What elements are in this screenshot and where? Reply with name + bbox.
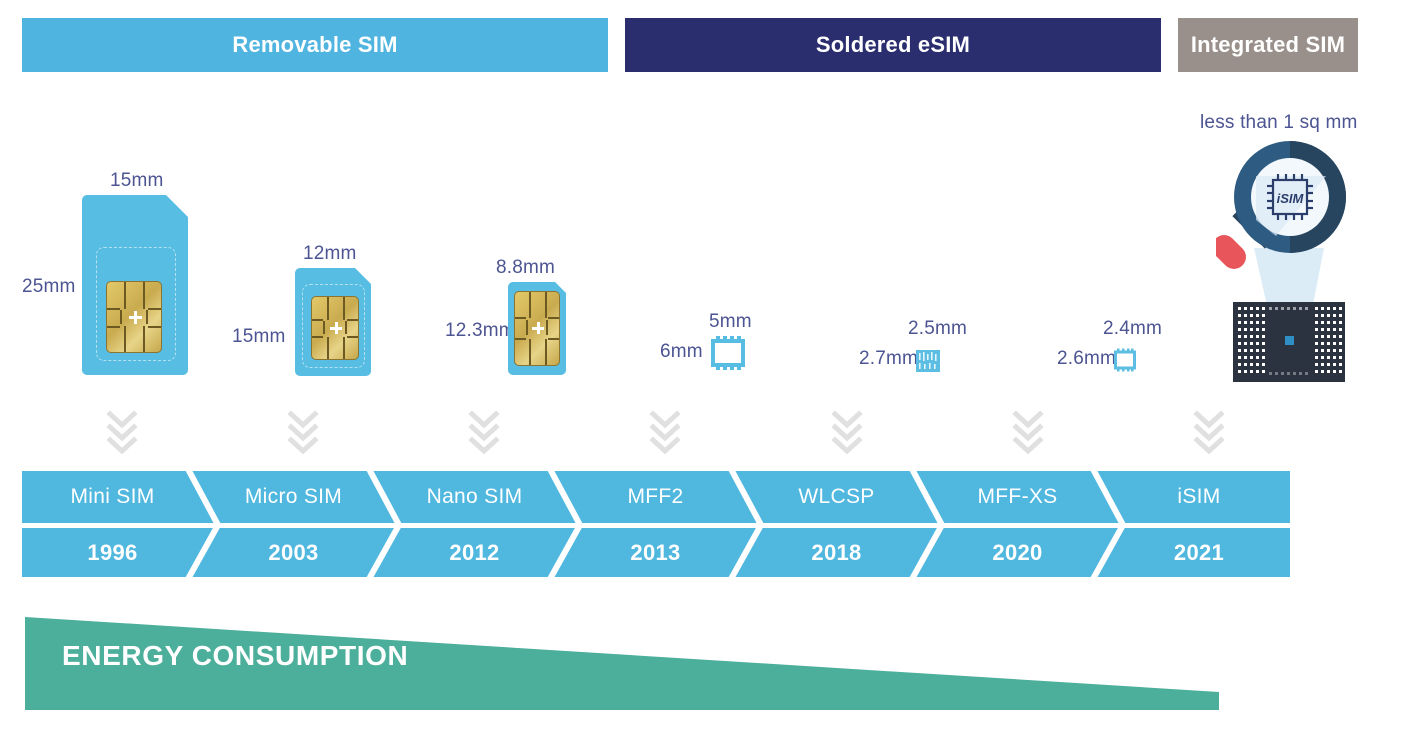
nano-sim-card-graphic (508, 282, 566, 375)
mff2-width-label: 5mm (709, 311, 752, 332)
timeline-name-wlcsp: WLCSP (798, 485, 875, 508)
micro-sim-card-graphic (295, 268, 371, 376)
micro-sim-height-label: 15mm (232, 326, 286, 347)
mini-sim-chip-icon (106, 281, 162, 353)
timeline-year-mffxs: 2020 (992, 540, 1043, 565)
timeline-bar: Mini SIM Micro SIM Nano SIM MFF2 WLCSP M… (22, 471, 1290, 577)
category-bar-integrated-sim: Integrated SIM (1178, 18, 1358, 72)
category-label-integrated-sim: Integrated SIM (1190, 32, 1346, 57)
chevron-down-icon-wlcsp (830, 408, 864, 455)
micro-sim-chip-icon (311, 296, 359, 360)
wlcsp-height-label: 2.7mm (859, 348, 919, 369)
energy-consumption-banner (0, 600, 1408, 736)
timeline-name-isim: iSIM (1177, 485, 1221, 508)
category-label-removable-sim: Removable SIM (232, 32, 398, 57)
chevron-down-icon-nano-sim (467, 408, 501, 455)
mff2-chip-icon (709, 336, 747, 370)
chevron-down-icon-micro-sim (286, 408, 320, 455)
timeline-year-mff2: 2013 (630, 540, 681, 565)
timeline-year-micro-sim: 2003 (268, 540, 319, 565)
timeline-year-mini-sim: 1996 (87, 540, 138, 565)
nano-sim-width-label: 8.8mm (496, 257, 556, 278)
energy-consumption-label: ENERGY CONSUMPTION (62, 640, 409, 671)
category-bar-soldered-esim: Soldered eSIM (625, 18, 1161, 72)
wlcsp-chip-icon (916, 350, 940, 372)
micro-sim-width-label: 12mm (303, 243, 357, 264)
nano-sim-chip-icon (514, 291, 560, 366)
wlcsp-width-label: 2.5mm (908, 318, 968, 339)
timeline-name-mini-sim: Mini SIM (70, 485, 155, 508)
timeline-year-wlcsp: 2018 (811, 540, 862, 565)
timeline-name-nano-sim: Nano SIM (426, 485, 523, 508)
timeline-name-micro-sim: Micro SIM (244, 485, 343, 508)
mini-sim-width-label: 15mm (110, 170, 164, 191)
isim-magnifier-graphic: iSIM (1212, 140, 1376, 385)
chevron-down-icon-isim (1192, 408, 1226, 455)
mini-sim-height-label: 25mm (22, 276, 76, 297)
category-label-soldered-esim: Soldered eSIM (815, 32, 971, 57)
mffxs-height-label: 2.6mm (1057, 348, 1117, 369)
timeline-year-nano-sim: 2012 (449, 540, 500, 565)
isim-chip-label: iSIM (1277, 191, 1305, 206)
mffxs-width-label: 2.4mm (1103, 318, 1163, 339)
mffxs-chip-icon (1113, 348, 1137, 372)
mini-sim-card-graphic (82, 195, 188, 375)
timeline-name-mffxs: MFF-XS (977, 485, 1058, 508)
category-bar-removable-sim: Removable SIM (22, 18, 608, 72)
mff2-height-label: 6mm (660, 341, 703, 362)
timeline-year-isim: 2021 (1173, 540, 1225, 565)
chevron-down-icon-mff2 (648, 408, 682, 455)
timeline-name-mff2: MFF2 (627, 485, 684, 508)
chevron-down-icon-mini-sim (105, 408, 139, 455)
isim-size-note: less than 1 sq mm (1200, 112, 1358, 133)
chevron-down-icon-mffxs (1011, 408, 1045, 455)
nano-sim-height-label: 12.3mm (445, 320, 515, 341)
